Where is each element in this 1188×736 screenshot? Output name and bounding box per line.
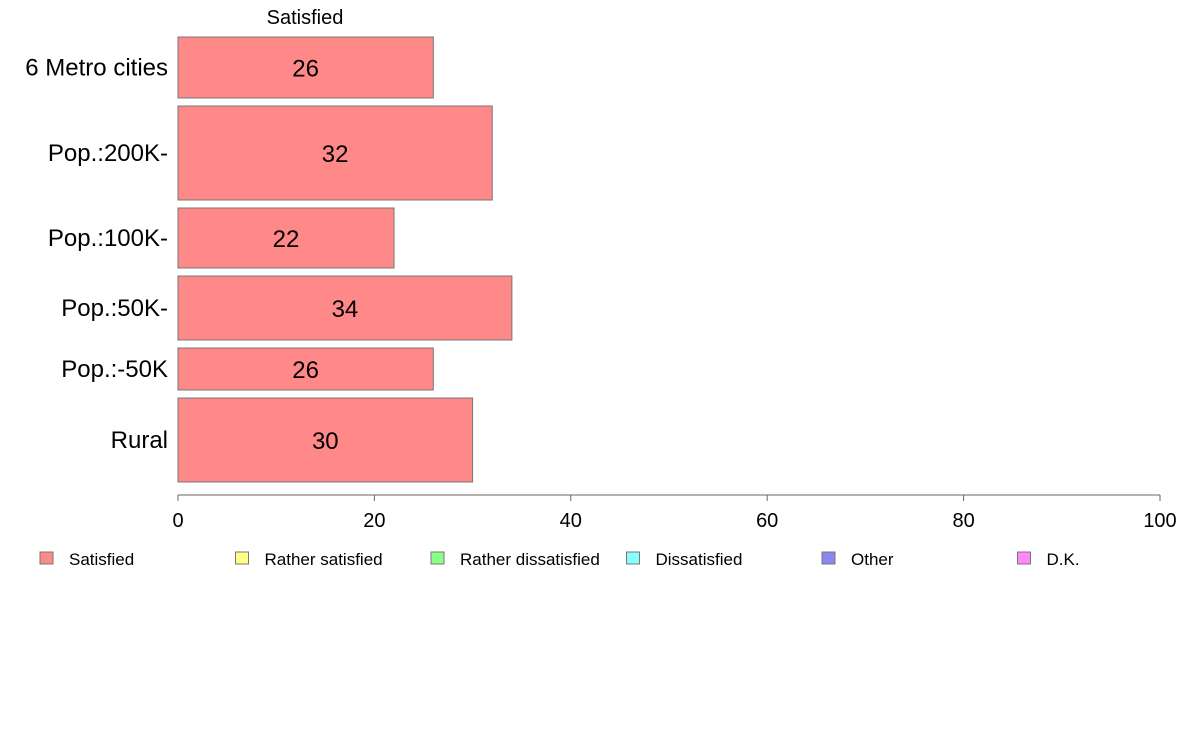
series-header-label: Satisfied [267, 7, 344, 29]
legend-label: D.K. [1047, 550, 1080, 569]
legend-swatch [430, 551, 445, 565]
category-label: Pop.:200K- [48, 140, 168, 167]
legend-label: Rather satisfied [265, 550, 383, 569]
tick-label: 100 [1143, 510, 1176, 532]
bar [177, 36, 434, 99]
bars-group: 6 Metro cities 26 Pop.:200K- 32 Pop.:100K- 22… [25, 36, 513, 483]
data-label: 22 [273, 226, 300, 253]
data-label: 32 [322, 141, 349, 168]
data-label: 26 [292, 56, 319, 83]
tick-label: 20 [363, 510, 385, 532]
category-label: Rural [111, 427, 168, 454]
bar [177, 397, 474, 483]
bar [177, 275, 513, 341]
tick-label: 60 [756, 510, 778, 532]
data-label: 30 [312, 428, 339, 455]
legend: Satisfied Rather satisfied Rather dissatis… [39, 550, 1080, 569]
legend-swatch [626, 551, 640, 565]
tick-label: 80 [952, 510, 974, 532]
legend-label: Rather dissatisfied [460, 550, 600, 569]
bar [177, 105, 493, 201]
category-label: 6 Metro cities [25, 55, 168, 82]
data-label: 26 [292, 357, 319, 384]
legend-swatch [235, 551, 249, 565]
legend-swatch [821, 551, 836, 565]
legend-label: Satisfied [69, 550, 134, 569]
x-axis: 0 20 40 60 80 100 [172, 494, 1177, 532]
category-label: Pop.:-50K [61, 356, 168, 383]
category-label: Pop.:50K- [61, 295, 168, 322]
legend-swatch [39, 551, 54, 565]
legend-swatch [1017, 551, 1031, 565]
legend-label: Other [851, 550, 894, 569]
data-label: 34 [332, 296, 359, 323]
bar [177, 207, 395, 269]
legend-label: Dissatisfied [656, 550, 743, 569]
tick-label: 40 [560, 510, 582, 532]
tick-label: 0 [172, 510, 183, 532]
category-label: Pop.:100K- [48, 225, 168, 252]
bar [177, 347, 434, 391]
